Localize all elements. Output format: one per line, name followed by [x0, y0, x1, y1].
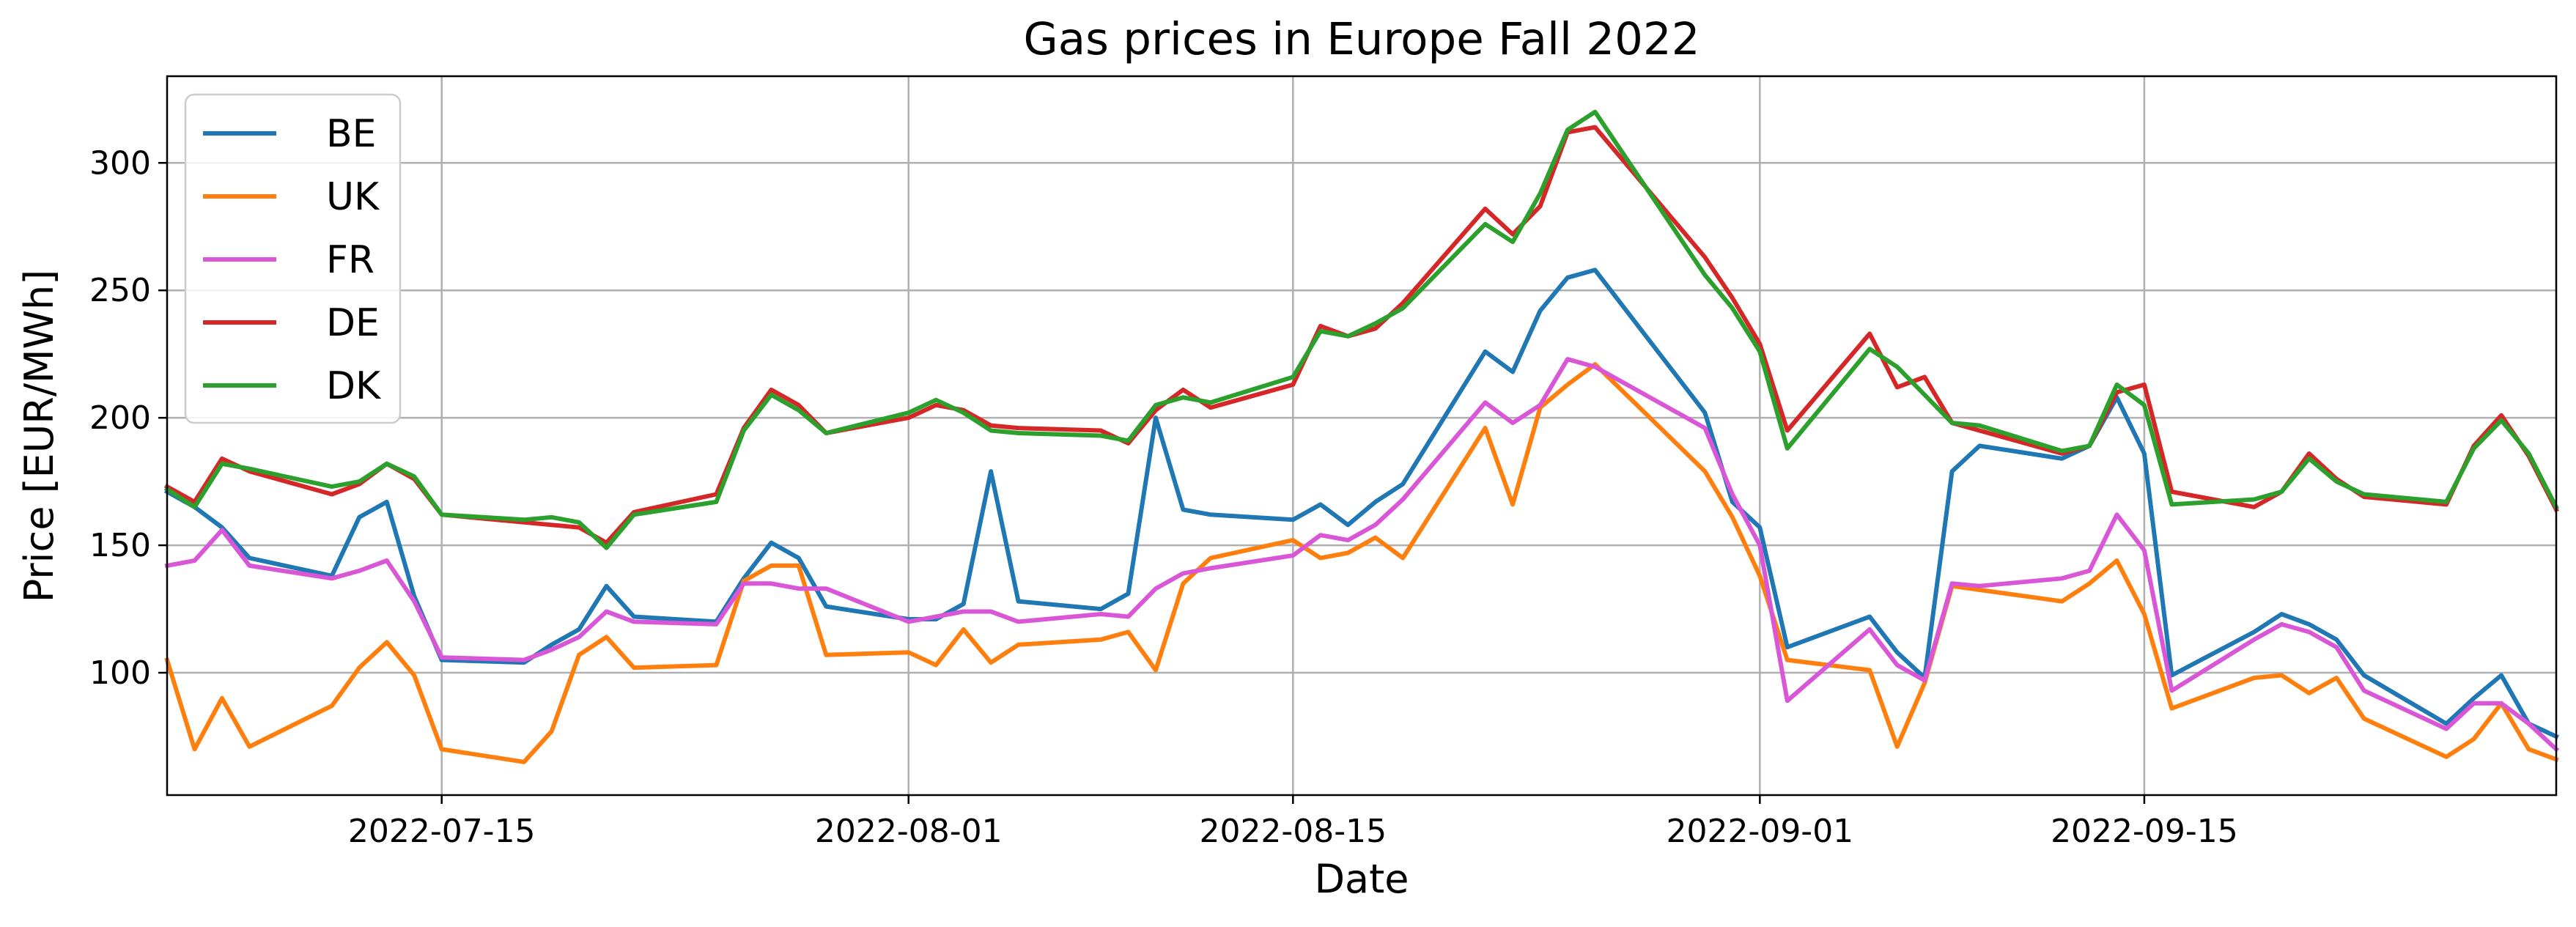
series-line-fr [164, 357, 2560, 753]
legend-label-de: DE [326, 301, 380, 345]
x-tick-label: 2022-09-01 [1666, 813, 1853, 850]
x-tick-label: 2022-08-15 [1199, 813, 1387, 850]
y-tick-label: 100 [89, 654, 151, 692]
x-tick-label: 2022-08-01 [815, 813, 1003, 850]
legend-box [184, 93, 402, 424]
plot-frame [166, 75, 2558, 797]
grid [167, 76, 2556, 795]
y-axis-ticks: 100 150 200 250 300 [89, 144, 167, 692]
x-axis-ticks: 2022-07-15 2022-08-01 2022-08-15 2022-09-01… [348, 795, 2238, 850]
series-line-uk [164, 362, 2559, 764]
y-tick-label: 300 [89, 144, 151, 182]
x-axis-label: Date [1314, 856, 1409, 902]
legend-label-uk: UK [326, 175, 380, 219]
series-lines [163, 109, 2560, 764]
y-axis-label: Price [EUR/MWh] [16, 270, 62, 603]
series-line-dk [163, 109, 2560, 550]
y-tick-label: 150 [89, 527, 151, 564]
legend: BE UK FR DE DK [184, 93, 402, 424]
series-line-be [163, 267, 2559, 739]
legend-label-be: BE [326, 112, 377, 156]
legend-label-dk: DK [326, 364, 382, 408]
chart-title: Gas prices in Europe Fall 2022 [1023, 13, 1700, 65]
y-tick-label: 250 [89, 272, 151, 309]
x-tick-label: 2022-07-15 [348, 813, 536, 850]
legend-label-fr: FR [326, 238, 374, 282]
y-tick-label: 200 [89, 399, 151, 437]
series-line-de [163, 125, 2560, 545]
x-tick-label: 2022-09-15 [2051, 813, 2238, 850]
